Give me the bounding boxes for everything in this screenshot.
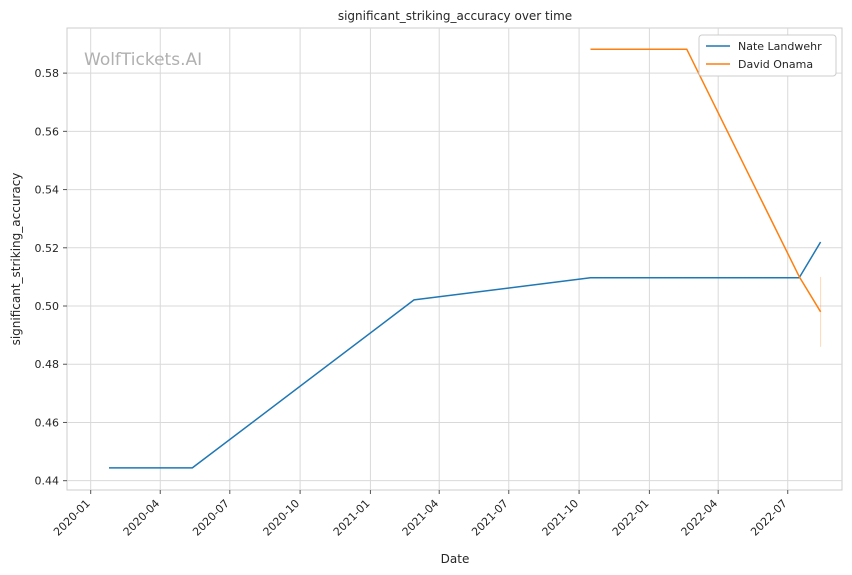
y-tick-label: 0.52 <box>35 242 60 255</box>
x-tick-label: 2021-04 <box>400 497 442 539</box>
legend-label-nate-landwehr: Nate Landwehr <box>738 40 822 53</box>
x-tick-label: 2022-01 <box>610 497 652 539</box>
x-tick-label: 2020-07 <box>190 497 232 539</box>
y-tick-label: 0.50 <box>35 300 60 313</box>
y-tick-label: 0.46 <box>35 416 60 429</box>
legend: Nate Landwehr David Onama <box>698 34 837 77</box>
y-tick-label: 0.48 <box>35 358 60 371</box>
legend-label-david-onama: David Onama <box>738 58 813 71</box>
x-axis-label: Date <box>441 552 470 566</box>
series-line-nate-landwehr <box>109 241 822 469</box>
watermark: WolfTickets.AI <box>84 50 202 70</box>
series-group <box>109 48 822 469</box>
x-tick-label: 2020-04 <box>121 497 163 539</box>
series-line-david-onama <box>590 48 822 313</box>
legend-box <box>698 34 837 77</box>
y-tick-label: 0.44 <box>35 475 60 488</box>
x-tick-label: 2020-10 <box>261 497 303 539</box>
plot-area <box>66 27 843 491</box>
chart-title: significant_striking_accuracy over time <box>338 9 572 23</box>
x-tick-label: 2021-10 <box>540 497 582 539</box>
gridlines <box>67 28 842 490</box>
x-tick-label: 2021-01 <box>331 497 373 539</box>
y-tick-label: 0.54 <box>35 184 60 197</box>
x-tick-label: 2022-07 <box>748 497 790 539</box>
x-tick-label: 2021-07 <box>469 497 511 539</box>
y-tick-label: 0.56 <box>35 125 60 138</box>
y-axis-label: significant_striking_accuracy <box>9 173 23 346</box>
x-tick-label: 2020-01 <box>51 497 93 539</box>
x-axis-ticks: 2020-01 2020-04 2020-07 2020-10 2021-01 2021-… <box>51 490 790 539</box>
y-axis-ticks: 0.44 0.46 0.48 0.50 0.52 0.54 0.56 0.58 <box>35 67 67 488</box>
y-tick-label: 0.58 <box>35 67 60 80</box>
x-tick-label: 2022-04 <box>679 497 721 539</box>
